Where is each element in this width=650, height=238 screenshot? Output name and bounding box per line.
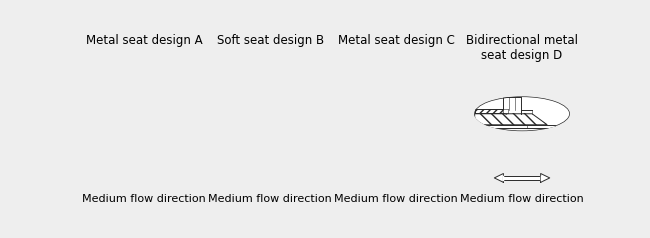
Polygon shape xyxy=(494,174,503,182)
Polygon shape xyxy=(474,114,547,125)
Text: Medium flow direction: Medium flow direction xyxy=(208,194,332,204)
Circle shape xyxy=(474,96,570,131)
Bar xyxy=(223,108,251,114)
Polygon shape xyxy=(223,114,295,125)
Bar xyxy=(223,125,303,128)
Polygon shape xyxy=(503,176,541,180)
Circle shape xyxy=(222,96,318,131)
Polygon shape xyxy=(349,114,421,125)
Bar xyxy=(359,109,377,113)
Text: Metal seat design C: Metal seat design C xyxy=(337,34,454,47)
Polygon shape xyxy=(242,176,289,180)
Bar xyxy=(349,125,429,128)
Bar xyxy=(474,125,555,128)
Bar xyxy=(474,109,503,113)
Bar xyxy=(97,109,125,113)
Polygon shape xyxy=(116,176,163,180)
Polygon shape xyxy=(541,174,550,182)
Text: Metal seat design A: Metal seat design A xyxy=(86,34,203,47)
Polygon shape xyxy=(369,176,415,180)
Polygon shape xyxy=(289,174,298,182)
Bar xyxy=(97,125,177,128)
Bar xyxy=(227,108,256,114)
Polygon shape xyxy=(415,174,424,182)
Polygon shape xyxy=(97,114,170,125)
Circle shape xyxy=(96,96,192,131)
Text: Bidirectional metal
seat design D: Bidirectional metal seat design D xyxy=(466,34,578,62)
Text: Soft seat design B: Soft seat design B xyxy=(216,34,324,47)
Circle shape xyxy=(348,96,444,131)
Polygon shape xyxy=(163,174,172,182)
Text: Medium flow direction: Medium flow direction xyxy=(334,194,458,204)
Text: Medium flow direction: Medium flow direction xyxy=(460,194,584,204)
Text: Medium flow direction: Medium flow direction xyxy=(83,194,206,204)
